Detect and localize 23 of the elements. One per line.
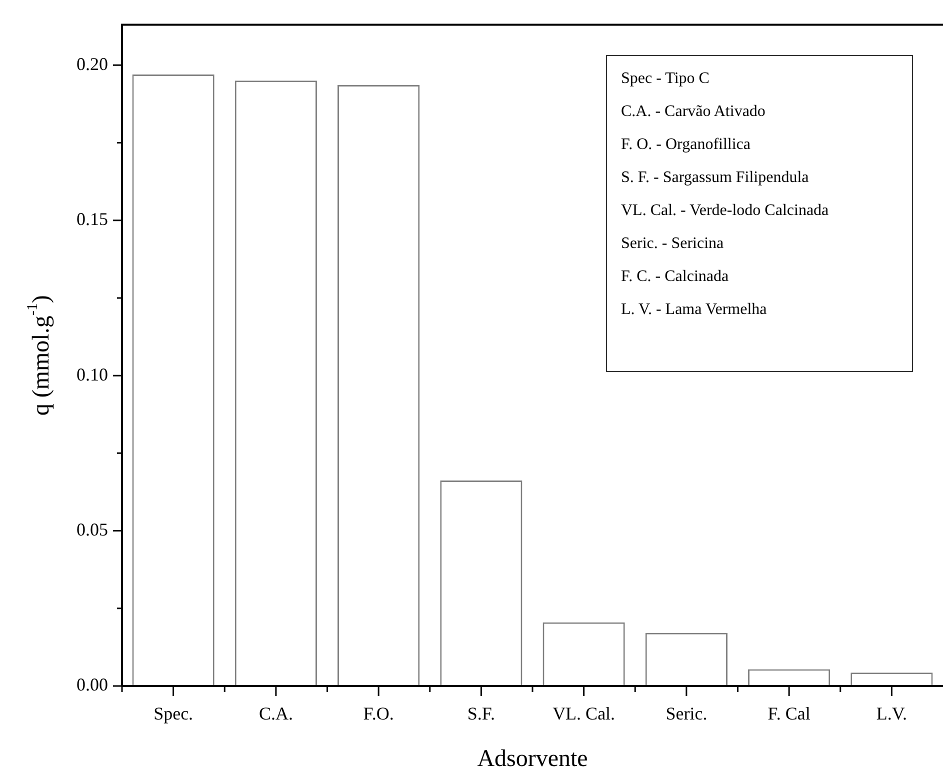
y-tick-label: 0.10 — [76, 364, 108, 384]
annotation: F. C. - Calcinada — [621, 267, 730, 287]
annotation: L. V. - Lama Vermelha — [621, 300, 768, 320]
annotation: S. F. - Sargassum Filipendula — [621, 168, 810, 188]
x-tick-label: F.O. — [363, 704, 394, 724]
x-tick-label: Spec. — [154, 704, 194, 724]
x-axis-title: Adsorvente — [477, 746, 588, 772]
x-tick-label: C.A. — [258, 704, 293, 724]
y-axis-title: q (mmol.g-1) — [24, 295, 54, 416]
x-tick-label: L.V. — [876, 704, 908, 724]
annotation: F. O. - Organofillica — [621, 135, 752, 155]
annotation: VL. Cal. - Verde-lodo Calcinada — [621, 201, 830, 221]
y-tick-label: 0.20 — [76, 54, 108, 74]
y-tick-label: 0.00 — [76, 674, 108, 695]
x-tick-label: VL. Cal. — [552, 704, 616, 724]
x-tick-label: S.F. — [467, 704, 495, 724]
y-tick-label: 0.05 — [76, 520, 108, 540]
annotation: C.A. - Carvão Ativado — [621, 102, 766, 122]
annotation: Seric. - Sericina — [621, 234, 725, 254]
x-tick-label: F. Cal — [768, 704, 810, 724]
annotation: Spec - Tipo C — [621, 69, 710, 89]
y-tick-label: 0.15 — [76, 209, 108, 230]
x-tick-label: Seric. — [666, 704, 708, 724]
